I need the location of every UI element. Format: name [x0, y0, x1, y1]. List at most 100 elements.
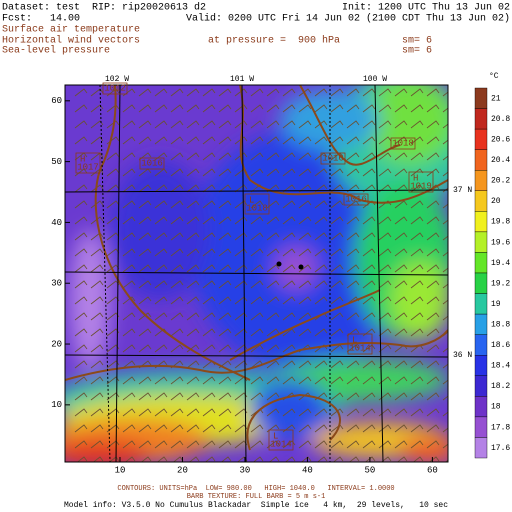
wind-barb [154, 184, 168, 193]
wind-barb [74, 216, 88, 225]
wind-barb [330, 168, 344, 177]
wind-barb [394, 280, 408, 289]
wind-barb [378, 440, 392, 449]
wind-barb [314, 136, 328, 145]
wind-barb [266, 344, 280, 353]
wind-barb [314, 264, 328, 273]
wind-barb [282, 120, 296, 129]
wind-barb [154, 344, 168, 353]
wind-barb [362, 312, 376, 321]
wind-barb [186, 296, 200, 305]
wind-barb [170, 440, 184, 449]
wind-barb [378, 200, 392, 209]
wind-barb [362, 168, 376, 177]
wind-barb [410, 248, 424, 257]
wind-barb [122, 440, 136, 449]
wind-barb [282, 280, 296, 289]
wind-barb [314, 232, 328, 241]
colorbar-label: 21 [491, 94, 501, 103]
lon-label: 102 W [105, 75, 129, 84]
wind-barb [266, 312, 280, 321]
wind-barb [266, 152, 280, 161]
wind-barb [122, 232, 136, 241]
wind-barb [282, 104, 296, 113]
wind-barb [170, 120, 184, 129]
wind-barb [234, 216, 248, 225]
wind-barb [138, 376, 152, 385]
field: Surface air temperature [2, 24, 140, 36]
wind-barb [282, 184, 296, 193]
wind-barb [186, 152, 200, 161]
wind-barb [346, 248, 360, 257]
colorbar-swatch [474, 211, 488, 233]
wind-barb [186, 88, 200, 97]
pressure-box [390, 137, 416, 150]
wind-barb [330, 120, 344, 129]
wind-barb [250, 216, 264, 225]
wind-barb [202, 232, 216, 241]
wind-barb [298, 168, 312, 177]
y-tick-label: 50 [51, 157, 62, 167]
wind-barb [394, 440, 408, 449]
wind-barb [234, 120, 248, 129]
wind-barb [170, 344, 184, 353]
wind-barb [378, 376, 392, 385]
wind-barb [202, 280, 216, 289]
wind-barb [218, 264, 232, 273]
colorbar-swatch [474, 313, 488, 335]
wind-barb [90, 376, 104, 385]
wind-barb [250, 88, 264, 97]
wind-barb [378, 360, 392, 369]
wind-barb [394, 392, 408, 401]
wind-barb [90, 88, 104, 97]
y-tick-label: 40 [51, 218, 62, 228]
pressure-box [343, 193, 369, 206]
colorbar-swatch [474, 355, 488, 376]
colorbar-swatch [474, 437, 488, 459]
wind-barb [426, 232, 440, 241]
wind-barb [74, 296, 88, 305]
wind-barb [282, 440, 296, 449]
wind-barb [122, 408, 136, 417]
wind-barb [442, 267, 448, 273]
wind-barb [378, 88, 392, 97]
wind-barb [378, 104, 392, 113]
wind-barb [138, 312, 152, 321]
wind-barb [90, 200, 104, 209]
wind-barb [186, 200, 200, 209]
wind-barb [74, 392, 88, 401]
wind-barb [314, 376, 328, 385]
lat-label: 36 N [453, 351, 472, 360]
wind-barb [442, 443, 448, 449]
lat-label: 37 N [453, 186, 472, 195]
wind-barb [266, 168, 280, 177]
wind-barb [122, 248, 136, 257]
wind-barb [314, 424, 328, 433]
wind-barb [74, 200, 88, 209]
pressure-box [244, 193, 270, 215]
wind-barb [234, 88, 248, 97]
wind-barb [186, 104, 200, 113]
pressure-box [139, 157, 165, 170]
wind-barb [106, 168, 120, 177]
wind-barb [426, 360, 440, 369]
wind-barb [378, 280, 392, 289]
wind-barb [138, 296, 152, 305]
pressure-box [102, 82, 128, 95]
wind-barb [298, 184, 312, 193]
pressure-value: 1016 [322, 153, 344, 163]
wind-barb [90, 280, 104, 289]
smoothing: sm= 6 [402, 36, 432, 47]
wind-barb [298, 88, 312, 97]
wind-barb [74, 424, 88, 433]
wind-barb [394, 120, 408, 129]
wind-barb [138, 264, 152, 273]
wind-barb [138, 344, 152, 353]
wind-barb [378, 216, 392, 225]
wind-barb [362, 232, 376, 241]
wind-barb [90, 312, 104, 321]
wind-barb [330, 88, 344, 97]
wind-barb [330, 216, 344, 225]
pressure-box [268, 429, 294, 451]
wind-barb [218, 200, 232, 209]
